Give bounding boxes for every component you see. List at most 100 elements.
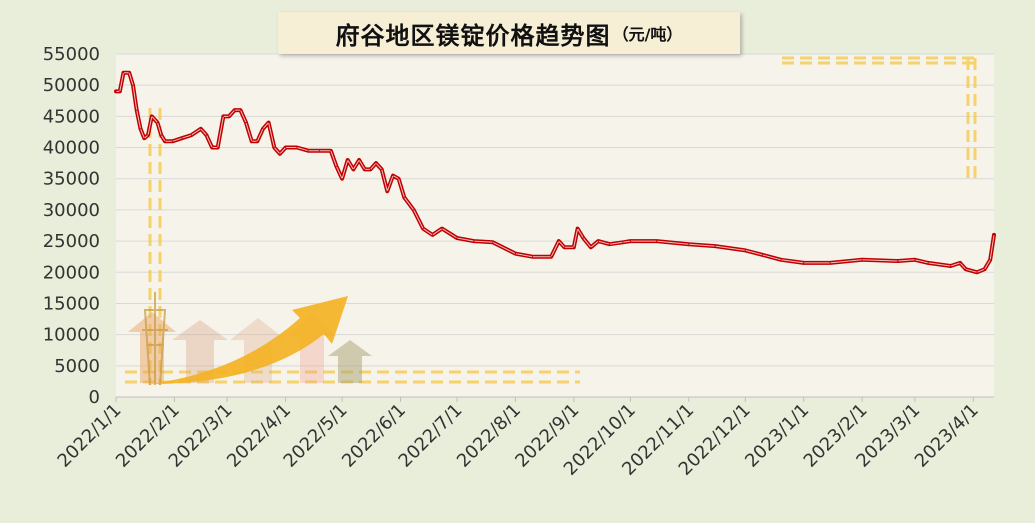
data-point <box>563 246 566 248</box>
data-point <box>143 137 145 139</box>
data-point <box>381 168 383 170</box>
data-point <box>268 122 270 124</box>
data-point <box>398 178 400 180</box>
data-point <box>115 90 117 92</box>
data-point <box>780 259 782 261</box>
data-point <box>262 128 264 130</box>
y-tick-label: 50000 <box>43 75 100 96</box>
data-point <box>558 240 560 242</box>
data-point <box>993 234 995 236</box>
data-point <box>861 259 863 261</box>
data-point <box>369 168 371 170</box>
y-tick-label: 25000 <box>43 231 100 252</box>
chart-title-unit: （元/吨） <box>612 25 683 44</box>
data-point <box>330 150 332 152</box>
y-tick-label: 10000 <box>43 325 100 346</box>
y-axis-ticks: 0 5000 10000 15000 20000 25000 30000 35000 40000… <box>43 44 100 408</box>
data-point <box>622 241 624 243</box>
y-tick-label: 20000 <box>43 262 100 283</box>
data-point <box>688 243 690 245</box>
y-tick-label: 5000 <box>54 356 100 377</box>
data-point <box>160 134 162 136</box>
y-tick-label: 45000 <box>43 106 100 127</box>
data-point <box>914 259 916 261</box>
data-point <box>364 168 366 170</box>
data-point <box>358 159 360 161</box>
data-point <box>550 256 552 258</box>
x-axis-ticks: 2022/1/12022/2/12022/3/12022/4/12022/5/1… <box>54 396 994 480</box>
y-tick-label: 30000 <box>43 200 100 221</box>
data-point <box>136 109 138 111</box>
data-point <box>119 90 121 92</box>
data-point <box>656 240 658 242</box>
data-point <box>431 234 434 236</box>
data-point <box>897 260 899 262</box>
data-point <box>492 241 494 243</box>
x-tick-label: 2023/4/1 <box>911 400 983 472</box>
data-point <box>392 175 394 177</box>
data-point <box>318 150 321 152</box>
y-tick-label: 55000 <box>43 44 100 65</box>
data-point <box>200 128 202 130</box>
rising-arrow-icon <box>150 296 348 384</box>
data-point <box>211 146 213 149</box>
data-point <box>577 228 579 230</box>
block-arrow-2 <box>172 320 228 383</box>
data-point <box>386 190 388 192</box>
data-point <box>279 153 281 155</box>
data-point <box>927 262 929 264</box>
data-point <box>403 196 405 198</box>
data-point <box>335 165 337 167</box>
data-point <box>205 134 207 136</box>
data-point <box>959 262 961 264</box>
y-tick-label: 40000 <box>43 138 100 159</box>
data-point <box>413 209 415 211</box>
data-point <box>531 256 534 258</box>
data-point <box>251 140 253 142</box>
data-point <box>714 245 716 247</box>
y-tick-label: 0 <box>89 387 100 408</box>
data-point <box>122 72 125 74</box>
plot-area <box>116 54 994 397</box>
chart-title-box: 府谷地区镁锭价格趋势图 （元/吨） <box>278 12 740 54</box>
data-point <box>222 115 224 117</box>
data-point <box>950 265 952 267</box>
data-point <box>239 109 241 111</box>
data-point <box>132 84 134 86</box>
data-point <box>582 237 584 239</box>
series-layer <box>114 70 996 275</box>
data-point <box>761 254 763 256</box>
data-point <box>573 246 575 248</box>
data-point <box>128 72 130 74</box>
block-arrow-5 <box>328 340 372 383</box>
data-point <box>307 150 309 152</box>
data-point <box>965 268 967 270</box>
gridlines <box>116 53 994 398</box>
data-point <box>273 146 275 149</box>
data-point <box>629 240 632 242</box>
growth-arrows-illustration <box>128 292 372 386</box>
data-point <box>473 240 475 242</box>
y-tick-label: 35000 <box>43 169 100 190</box>
data-point <box>744 249 746 251</box>
data-point <box>285 146 287 149</box>
data-point <box>164 140 166 142</box>
y-tick-label: 15000 <box>43 293 100 314</box>
data-point <box>190 134 192 136</box>
data-point <box>984 268 986 270</box>
data-point <box>217 146 219 149</box>
pylon-icon <box>142 292 168 386</box>
data-point <box>597 240 599 242</box>
data-point <box>347 159 349 161</box>
data-point <box>296 146 298 149</box>
price-series-highlight <box>116 72 995 273</box>
data-point <box>147 134 149 136</box>
data-point <box>803 262 805 264</box>
data-point <box>352 168 354 170</box>
data-point <box>156 122 159 124</box>
data-point <box>590 246 592 248</box>
data-point <box>456 237 458 239</box>
data-point <box>228 115 230 117</box>
data-point <box>441 228 443 230</box>
